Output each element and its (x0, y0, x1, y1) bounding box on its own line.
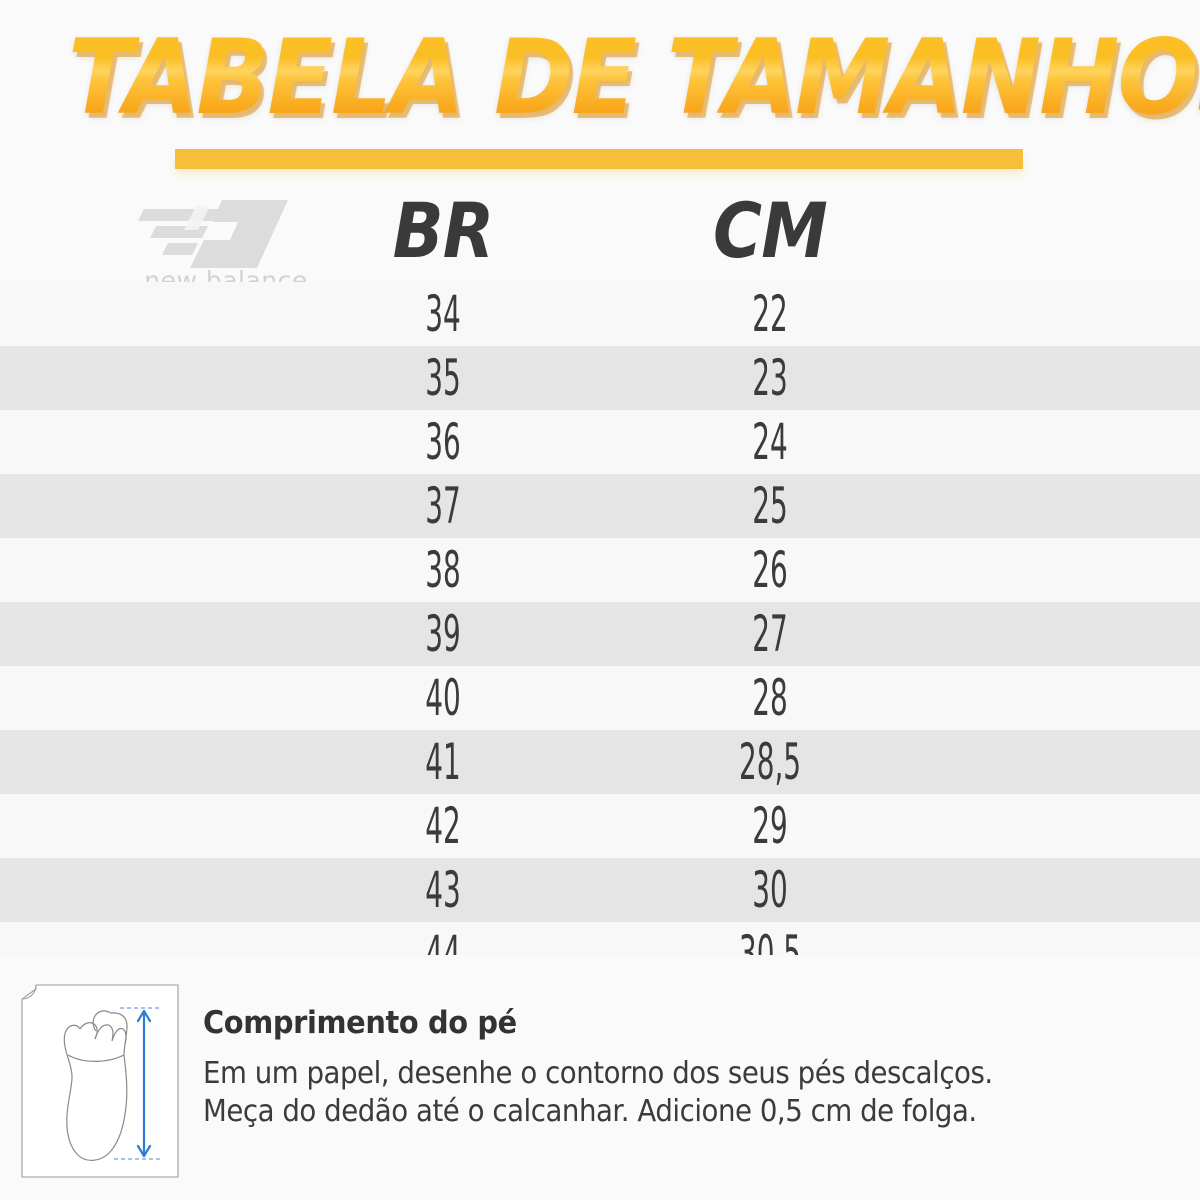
instructions-body: Em um papel, desenhe o contorno dos seus… (203, 1055, 1103, 1131)
cell-cm: 29 (752, 797, 788, 855)
table-row: 43 30 (0, 858, 1200, 922)
table-row: 37 25 (0, 474, 1200, 538)
instructions-line-1: Em um papel, desenhe o contorno dos seus… (203, 1056, 993, 1091)
table-row: 36 24 (0, 410, 1200, 474)
cell-cm: 30 (752, 861, 788, 919)
cell-cm: 24 (752, 413, 788, 471)
cell-cm: 26 (752, 541, 788, 599)
cell-br: 37 (425, 477, 461, 535)
title-underline-bar (175, 149, 1023, 169)
table-row: 42 29 (0, 794, 1200, 858)
foot-measurement-diagram-icon (21, 984, 179, 1178)
page-title: TABELA DE TAMANHOS (68, 24, 1200, 132)
instructions-line-2: Meça do dedão até o calcanhar. Adicione … (203, 1094, 977, 1129)
cell-cm: 28 (752, 669, 788, 727)
table-row: 39 27 (0, 602, 1200, 666)
table-header-row: BR CM (0, 186, 1200, 282)
cell-cm: 28,5 (738, 733, 802, 791)
title-block: TABELA DE TAMANHOS (0, 0, 1200, 180)
cell-br: 39 (425, 605, 461, 663)
cell-br: 40 (425, 669, 461, 727)
cell-br: 35 (425, 349, 461, 407)
cell-cm: 22 (752, 285, 788, 343)
measure-arrow-icon (136, 1009, 152, 1158)
instructions-section: Comprimento do pé Em um papel, desenhe o… (0, 955, 1200, 1200)
instructions-heading: Comprimento do pé (203, 1005, 517, 1041)
cell-cm: 23 (752, 349, 788, 407)
size-table: BR CM 34 22 35 23 36 24 37 25 38 26 (0, 186, 1200, 986)
cell-cm: 25 (752, 477, 788, 535)
column-header-cm: CM (713, 186, 828, 275)
cell-cm: 27 (752, 605, 788, 663)
table-row: 38 26 (0, 538, 1200, 602)
table-row: 40 28 (0, 666, 1200, 730)
table-body: 34 22 35 23 36 24 37 25 38 26 39 27 (0, 282, 1200, 986)
table-row: 34 22 (0, 282, 1200, 346)
new-balance-mark-icon (138, 200, 288, 268)
cell-br: 43 (425, 861, 461, 919)
cell-br: 36 (425, 413, 461, 471)
cell-br: 42 (425, 797, 461, 855)
column-header-br: BR (392, 186, 495, 275)
cell-br: 38 (425, 541, 461, 599)
cell-br: 41 (425, 733, 461, 791)
cell-br: 34 (425, 285, 461, 343)
instructions-text: Comprimento do pé Em um papel, desenhe o… (203, 1003, 1103, 1131)
table-row: 35 23 (0, 346, 1200, 410)
table-row: 41 28,5 (0, 730, 1200, 794)
